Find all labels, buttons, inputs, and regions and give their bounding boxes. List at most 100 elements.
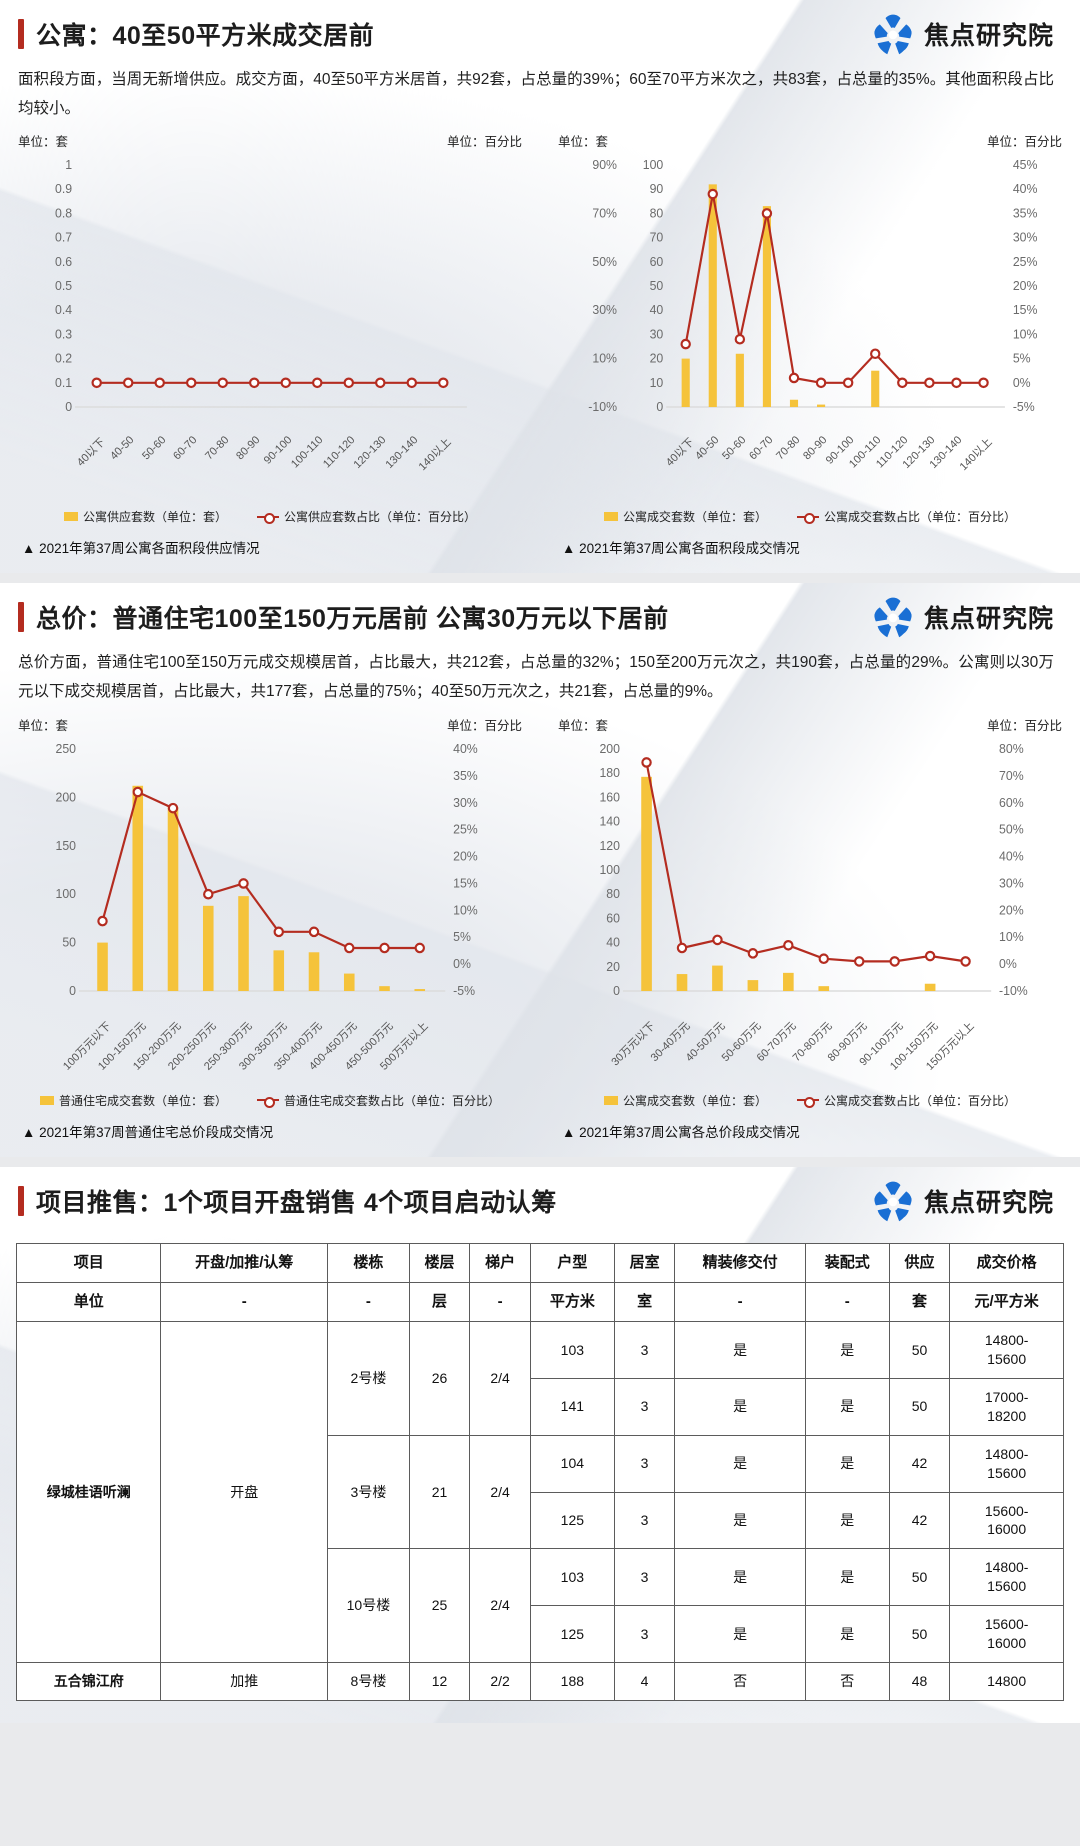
x-tick-label: 30万元以下: [608, 1019, 658, 1069]
table-header-row: 项目 开盘/加推/认筹 楼栋 楼层 梯户 户型 居室 精装修交付 装配式 供应 成交价格: [15, 1242, 1064, 1283]
svg-text:-10%: -10%: [588, 400, 617, 414]
svg-text:0: 0: [656, 400, 663, 414]
table-header-cell-2: 楼栋: [327, 1242, 410, 1283]
brand-logo: 焦点研究院: [871, 12, 1058, 56]
x-tick-label: 50-60: [719, 434, 749, 463]
svg-text:80: 80: [650, 207, 664, 221]
table-cell-rooms: 3: [613, 1605, 676, 1663]
unit-right-label: 单位：百分比: [446, 135, 522, 150]
svg-text:5%: 5%: [453, 930, 471, 944]
plot-area: 0 10 20 30 40 50 60 70 80 90 100 -10% 10% 30% 50% 70% 90…: [554, 149, 1066, 434]
table-head: 项目 开盘/加推/认筹 楼栋 楼层 梯户 户型 居室 精装修交付 装配式 供应 成交价格 单位 - - 层…: [15, 1242, 1064, 1323]
title-accent-bar: [18, 1185, 24, 1216]
x-tick-label: 140以上: [416, 436, 454, 474]
table-cell-area: 104: [529, 1434, 615, 1493]
title-accent-bar: [18, 602, 24, 633]
svg-text:60: 60: [606, 911, 620, 925]
svg-text:0.5: 0.5: [55, 279, 72, 293]
table-cell-decoration: 是: [674, 1491, 806, 1550]
svg-text:20: 20: [650, 352, 664, 366]
table-cell-rooms: 4: [613, 1661, 676, 1701]
chart-caption: ▲ 2021年第37周公寓各面积段供应情况: [22, 541, 260, 557]
chart-legend: 公寓供应套数（单位：套） 公寓供应套数占比（单位：百分比）: [8, 504, 532, 527]
project-table: 项目 开盘/加推/认筹 楼栋 楼层 梯户 户型 居室 精装修交付 装配式 供应 成交价格 单位 - - 层…: [15, 1242, 1064, 1701]
section-project-launch: 项目推售：1个项目开盘销售 4个项目启动认筹 焦点研究院: [0, 1166, 1080, 1723]
svg-text:60: 60: [650, 255, 664, 269]
table-cell-supply: 42: [888, 1491, 951, 1550]
table-cell-prefab: 是: [804, 1605, 890, 1663]
brand-name: 焦点研究院: [923, 605, 1054, 634]
svg-text:40: 40: [650, 303, 664, 317]
table-cell-type: 开盘: [160, 1321, 329, 1663]
legend-label: 普通住宅成交套数占比（单位：百分比）: [284, 1093, 501, 1108]
table-unit-cell-5: 平方米: [529, 1281, 615, 1323]
svg-text:20: 20: [606, 959, 620, 973]
table-cell-supply: 42: [888, 1434, 951, 1493]
section-title-text: 总价：普通住宅100至150万元居前 公寓30万元以下居前: [36, 605, 669, 634]
table-row: 五合锦江府 加推 8号楼 12 2/2 188 4 否否 48 14800: [15, 1661, 1064, 1701]
table-cell-area: 125: [529, 1605, 615, 1663]
svg-text:0.8: 0.8: [55, 207, 72, 221]
table-cell-prefab: 是: [804, 1491, 890, 1550]
svg-text:0%: 0%: [999, 957, 1017, 971]
chart-svg: 0 20 40 60 80 100 120 140 160 180 200 -10% 0% 10% 20% 3…: [599, 742, 1027, 998]
x-tick-label: 50-60: [139, 434, 169, 463]
svg-text:0.4: 0.4: [55, 303, 72, 317]
unit-left-label: 单位：套: [558, 135, 609, 150]
table-cell-prefab: 是: [804, 1377, 890, 1436]
svg-text:0.9: 0.9: [55, 182, 72, 196]
x-axis-labels: 40以下 40-50 50-60 60-70 70-80 80-90 90-100 100-1…: [14, 434, 526, 504]
svg-text:100: 100: [599, 863, 620, 877]
svg-text:10%: 10%: [453, 903, 478, 917]
svg-text:70: 70: [650, 231, 664, 245]
unit-right-label: 单位：百分比: [446, 718, 522, 733]
project-table-wrap: 项目 开盘/加推/认筹 楼栋 楼层 梯户 户型 居室 精装修交付 装配式 供应 成交价格 单位 - - 层…: [0, 1229, 1080, 1723]
svg-text:40%: 40%: [1013, 182, 1038, 196]
table-cell-project: 五合锦江府: [15, 1661, 162, 1701]
svg-text:140: 140: [599, 814, 620, 828]
chart-caption: ▲ 2021年第37周公寓各面积段成交情况: [562, 541, 800, 557]
legend-item-line: 普通住宅成交套数占比（单位：百分比）: [257, 1092, 500, 1109]
table-cell-supply: 50: [888, 1377, 951, 1436]
table-cell-building: 8号楼: [327, 1661, 410, 1701]
page-title: 项目推售：1个项目开盘销售 4个项目启动认筹: [18, 1183, 557, 1219]
page-title: 公寓：40至50平方米成交居前: [18, 16, 374, 52]
table-cell-decoration: 是: [674, 1548, 806, 1607]
table-cell-floors: 26: [408, 1321, 471, 1436]
bar-swatch-icon: [39, 1095, 54, 1105]
svg-text:90%: 90%: [592, 158, 617, 172]
table-unit-cell-3: 层: [408, 1281, 471, 1323]
table-cell-building: 2号楼: [327, 1321, 410, 1436]
svg-text:70%: 70%: [592, 207, 617, 221]
table-cell-type: 加推: [160, 1661, 329, 1701]
brand-name: 焦点研究院: [923, 22, 1054, 50]
chart-legend: 普通住宅成交套数（单位：套） 普通住宅成交套数占比（单位：百分比）: [8, 1088, 532, 1111]
unit-right-label: 单位：百分比: [986, 135, 1062, 150]
unit-right-label: 单位：百分比: [986, 718, 1062, 733]
legend-label: 普通住宅成交套数（单位：套）: [58, 1093, 227, 1108]
svg-text:100: 100: [643, 158, 664, 172]
table-cell-layout: 2/4: [469, 1321, 531, 1436]
x-tick-label: 40-50: [108, 434, 137, 463]
chart-legend: 公寓成交套数（单位：套） 公寓成交套数占比（单位：百分比）: [548, 504, 1072, 527]
chart-house-deal-by-total-price: 单位：套 单位：百分比 0 50 100 150 200 250 -5% 0% 5% 10% 15%…: [0, 713, 540, 1157]
table-cell-supply: 50: [888, 1605, 951, 1663]
svg-text:0.7: 0.7: [55, 231, 72, 245]
charts-row-1: 单位：套 单位：百分比 0 0.1 0.2 0.3 0.4 0.5 0.6 0.7 0.8 0.9…: [0, 129, 1080, 573]
table-unit-cell-2: -: [327, 1281, 410, 1323]
plot-area: 0 50 100 150 200 250 -5% 0% 5% 10% 15% 20% 25% 30% 35%…: [14, 733, 526, 1018]
table-cell-rooms: 3: [613, 1491, 676, 1550]
svg-text:5%: 5%: [1013, 352, 1031, 366]
chart-unit-row: 单位：套 单位：百分比: [548, 713, 1072, 733]
focus-flower-logo-icon: [874, 597, 912, 638]
svg-text:10%: 10%: [1013, 328, 1038, 342]
table-cell-building: 10号楼: [327, 1548, 410, 1663]
table-header-cell-7: 精装修交付: [674, 1242, 806, 1283]
chart-unit-row: 单位：套 单位：百分比: [8, 713, 532, 733]
table-cell-price: 14800: [949, 1661, 1064, 1701]
svg-text:70%: 70%: [999, 768, 1024, 782]
chart-unit-row: 单位：套 单位：百分比: [8, 129, 532, 149]
table-unit-cell-6: 室: [613, 1281, 676, 1323]
svg-text:10%: 10%: [999, 930, 1024, 944]
svg-text:30%: 30%: [453, 795, 478, 809]
